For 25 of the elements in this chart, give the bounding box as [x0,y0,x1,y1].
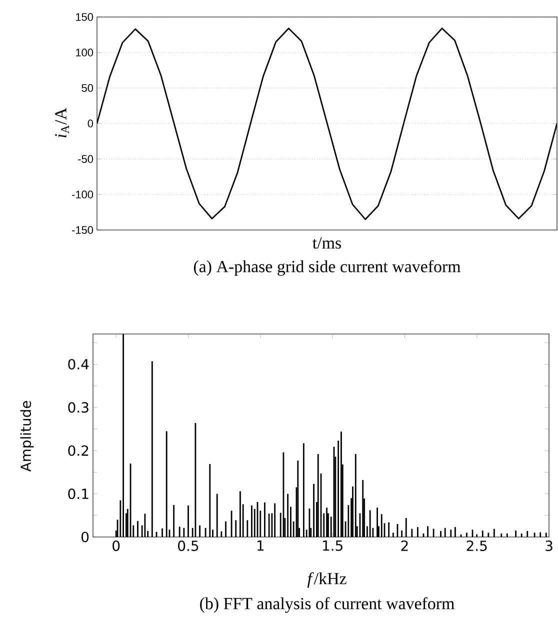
x-tick-label: 1.5 [322,540,342,551]
y-axis-title: Amplitude [20,400,34,472]
x-tick-label: 2 [401,540,408,551]
x-tick-label: 3 [546,540,552,552]
y-tick-label: 0.3 [68,402,88,413]
y-tick-label: 0.1 [68,488,88,500]
x-tick-label: 0 [112,540,120,552]
y-tick-label: 0 [88,120,94,128]
y-tick-label: 0.4 [68,358,89,370]
y-tick-label: -150 [72,226,94,234]
x-axis-title: t/ms [312,237,341,249]
y-tick-label: 150 [76,13,94,21]
x-axis-title: f/kHz [307,572,346,588]
x-tick-label: 0.5 [178,540,198,552]
y-tick-label: 0 [82,532,89,542]
x-tick-label: 2.5 [466,540,487,552]
y-tick-label: 0.2 [68,445,88,456]
text: (b) FFT analysis of current waveform [200,597,454,613]
y-tick-label: -50 [78,155,94,163]
y-axis-title: i$_{A}$/A [55,108,69,138]
y-tick-label: 50 [82,84,94,92]
x-tick-label: 1 [257,540,264,551]
y-tick-label: 100 [76,48,94,56]
y-tick-label: -100 [72,190,94,198]
text: (a) A-phase grid side current waveform [194,260,461,276]
